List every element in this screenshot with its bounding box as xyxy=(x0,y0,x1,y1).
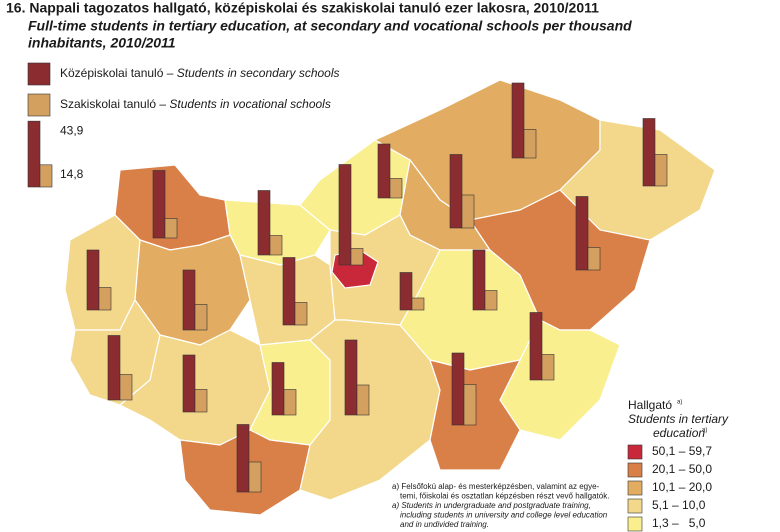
vocational-bar xyxy=(350,248,364,266)
choropleth-title: Hallgató xyxy=(628,398,672,412)
choropleth-title-en: education xyxy=(653,426,705,440)
legend-label-en: Students in secondary schools xyxy=(177,66,340,80)
reference-label: 43,9 xyxy=(60,123,84,137)
vocational-bar xyxy=(194,304,208,331)
vocational-bar xyxy=(269,235,283,256)
footnote: temi, főiskolai és osztatlan képzésben r… xyxy=(400,492,609,501)
secondary-bar xyxy=(451,352,465,426)
vocational-bar xyxy=(294,302,308,326)
footnote: a) Felsőfokú alap- és mesterképzésben, v… xyxy=(392,482,600,491)
secondary-bar xyxy=(472,249,486,311)
secondary-bar xyxy=(449,154,463,229)
note-mark: a) xyxy=(702,428,707,434)
footnote: a) Students in undergraduate and postgra… xyxy=(392,501,591,510)
choropleth-title-en: Students in tertiary xyxy=(628,412,729,426)
secondary-bar xyxy=(282,257,296,326)
subtitle: Full-time students in tertiary education… xyxy=(28,18,632,34)
vocational-bar xyxy=(98,287,112,311)
footnote: including students in university and col… xyxy=(400,511,608,520)
vocational-bar xyxy=(587,247,601,271)
reference-bar xyxy=(27,120,41,188)
secondary-bar xyxy=(236,424,250,493)
legend-swatch xyxy=(27,93,51,117)
legend-label: Szakiskolai tanuló – Students in vocatio… xyxy=(60,97,331,111)
reference-label: 14,8 xyxy=(60,167,84,181)
secondary-bar xyxy=(575,196,589,271)
secondary-bar xyxy=(344,339,358,416)
vocational-bar xyxy=(194,389,208,413)
title: 16. Nappali tagozatos hallgató, középisk… xyxy=(6,0,599,16)
vocational-bar xyxy=(411,297,425,311)
secondary-bar xyxy=(257,190,271,256)
secondary-bar xyxy=(399,272,413,311)
class-swatch xyxy=(627,516,643,532)
footnote: and in undivided training. xyxy=(400,520,489,529)
vocational-bar xyxy=(541,354,555,381)
vocational-bar xyxy=(389,178,403,199)
class-label: 1,3 – 5,0 xyxy=(652,516,706,530)
subtitle: inhabitants, 2010/2011 xyxy=(28,35,176,51)
reference-bar xyxy=(39,164,53,188)
class-swatch xyxy=(627,444,643,460)
note-mark: a) xyxy=(677,400,682,406)
secondary-bar xyxy=(529,312,543,381)
class-label: 10,1 – 20,0 xyxy=(652,480,712,494)
class-label: 50,1 – 59,7 xyxy=(652,444,712,458)
secondary-bar xyxy=(642,118,656,187)
secondary-bar xyxy=(182,354,196,413)
class-label: 20,1 – 50,0 xyxy=(652,462,712,476)
bars xyxy=(86,82,668,493)
class-swatch xyxy=(627,462,643,478)
region xyxy=(299,319,441,501)
legend-label-hu: Középiskolai tanuló – xyxy=(60,66,177,80)
secondary-bar xyxy=(182,269,196,331)
secondary-bar xyxy=(86,249,100,311)
vocational-bar xyxy=(164,218,178,239)
legend-swatch xyxy=(27,62,51,86)
legend-label-en: Students in vocational schools xyxy=(169,97,330,111)
legend-label: Középiskolai tanuló – Students in second… xyxy=(60,66,340,80)
vocational-bar xyxy=(248,461,262,493)
secondary-bar xyxy=(377,143,391,199)
vocational-bar xyxy=(523,129,537,159)
vocational-bar xyxy=(463,384,477,426)
secondary-bar xyxy=(152,170,166,239)
vocational-bar xyxy=(461,194,475,229)
vocational-bar xyxy=(484,290,498,311)
secondary-bar xyxy=(271,362,285,416)
secondary-bar xyxy=(107,335,121,401)
legend-label-hu: Szakiskolai tanuló – xyxy=(60,97,169,111)
vocational-bar xyxy=(283,389,297,416)
secondary-bar xyxy=(511,82,525,159)
class-label: 5,1 – 10,0 xyxy=(652,498,706,512)
vocational-bar xyxy=(119,374,133,401)
class-swatch xyxy=(627,480,643,496)
vocational-bar xyxy=(654,154,668,187)
class-swatch xyxy=(627,498,643,514)
vocational-bar xyxy=(356,384,370,416)
secondary-bar xyxy=(338,164,352,266)
